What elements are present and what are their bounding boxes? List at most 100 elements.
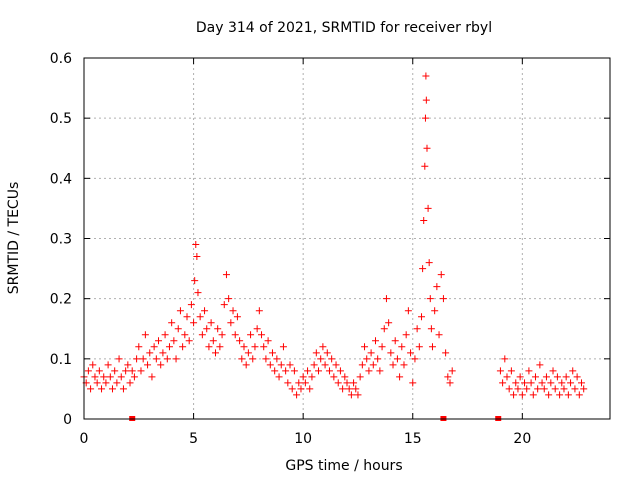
data-point (510, 391, 518, 399)
y-tick-label: 0 (63, 412, 72, 428)
data-point (387, 349, 395, 357)
data-point (214, 325, 222, 333)
data-point (124, 361, 132, 369)
data-point (310, 361, 318, 369)
data-points (80, 72, 588, 399)
data-point (268, 349, 276, 357)
data-point (185, 337, 193, 345)
data-point (347, 391, 355, 399)
data-point (315, 367, 323, 375)
data-point (514, 385, 522, 393)
data-point (325, 367, 333, 375)
data-point (352, 385, 360, 393)
data-point (551, 385, 559, 393)
data-point (389, 361, 397, 369)
data-point (176, 307, 184, 315)
data-point (240, 343, 248, 351)
data-point (409, 379, 417, 387)
data-point (260, 343, 268, 351)
data-point (306, 385, 314, 393)
data-point (98, 385, 106, 393)
data-point (374, 355, 382, 363)
data-point (174, 325, 182, 333)
data-point (91, 373, 99, 381)
data-point (442, 349, 450, 357)
data-point (569, 367, 577, 375)
data-point (236, 337, 244, 345)
data-point (163, 355, 171, 363)
data-point (231, 331, 239, 339)
data-point (378, 343, 386, 351)
data-point (542, 373, 550, 381)
data-point (137, 367, 145, 375)
data-point (398, 343, 406, 351)
x-tick-label: 10 (294, 431, 312, 447)
data-point (295, 379, 303, 387)
data-point (293, 391, 301, 399)
y-axis-label: SRMTID / TECUs (6, 182, 22, 295)
data-point (128, 367, 136, 375)
data-point (323, 349, 331, 357)
data-point (152, 355, 160, 363)
y-tick-label: 0.1 (50, 352, 72, 368)
data-point (203, 325, 211, 333)
data-point (255, 307, 263, 315)
data-point (425, 259, 433, 267)
data-point (242, 361, 250, 369)
data-point (358, 361, 366, 369)
data-point (564, 391, 572, 399)
data-point (238, 355, 246, 363)
data-point (400, 361, 408, 369)
data-point (536, 361, 544, 369)
data-point (396, 373, 404, 381)
data-point (262, 355, 270, 363)
data-point (402, 331, 410, 339)
data-point (216, 343, 224, 351)
data-point (420, 216, 428, 224)
data-point (251, 343, 259, 351)
data-point (133, 355, 141, 363)
data-point (258, 331, 266, 339)
data-point (146, 349, 154, 357)
data-point (122, 367, 130, 375)
data-point (321, 361, 329, 369)
data-point (573, 373, 581, 381)
data-point (229, 307, 237, 315)
data-point (212, 349, 219, 357)
data-point (172, 355, 180, 363)
data-point (516, 373, 524, 381)
data-point (503, 373, 511, 381)
data-point (578, 379, 586, 387)
data-point (130, 373, 138, 381)
data-point (330, 373, 338, 381)
data-point (507, 367, 515, 375)
data-point (205, 343, 213, 351)
data-point (198, 331, 206, 339)
data-point (157, 361, 165, 369)
data-point (332, 361, 340, 369)
data-point (222, 271, 230, 279)
data-point (275, 373, 283, 381)
data-point (179, 343, 187, 351)
data-point (422, 72, 430, 80)
data-point (382, 295, 390, 303)
data-point (286, 361, 294, 369)
data-point (518, 391, 526, 399)
x-axis-label: GPS time / hours (285, 458, 402, 474)
data-point (534, 385, 542, 393)
data-point (433, 283, 441, 291)
data-point (150, 343, 158, 351)
data-point (446, 379, 454, 387)
data-point (161, 331, 169, 339)
data-point (111, 367, 119, 375)
data-point (126, 379, 134, 387)
data-point (448, 367, 456, 375)
data-point (521, 379, 529, 387)
data-point (244, 349, 252, 357)
data-point (304, 367, 312, 375)
data-point (93, 379, 101, 387)
data-point (571, 385, 579, 393)
data-point (220, 301, 228, 309)
data-point (562, 373, 570, 381)
